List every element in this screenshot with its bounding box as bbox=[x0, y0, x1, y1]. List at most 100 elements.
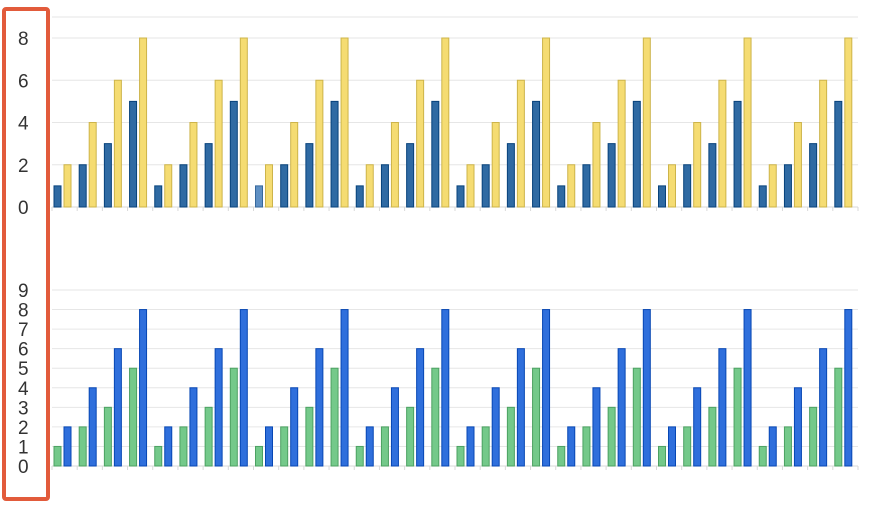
bar-series-2-14[interactable] bbox=[390, 122, 399, 208]
bar-series-2-20[interactable] bbox=[542, 309, 551, 467]
bar-series-1-12[interactable] bbox=[330, 367, 339, 467]
bar-series-2-28[interactable] bbox=[743, 37, 752, 208]
bar-series-2-25[interactable] bbox=[668, 164, 676, 208]
bar-series-1-26[interactable] bbox=[683, 164, 692, 208]
bar-series-1-5[interactable] bbox=[154, 445, 163, 467]
bar-series-2-27[interactable] bbox=[718, 348, 727, 467]
bar-series-1-21[interactable] bbox=[557, 445, 566, 467]
bar-series-2-8[interactable] bbox=[239, 309, 248, 467]
bar-series-1-15[interactable] bbox=[406, 143, 415, 208]
bar-series-1-11[interactable] bbox=[305, 406, 314, 467]
bar-series-2-10[interactable] bbox=[290, 122, 299, 208]
bar-series-2-22[interactable] bbox=[592, 387, 601, 467]
bar-series-2-26[interactable] bbox=[693, 122, 702, 208]
bar-series-1-13[interactable] bbox=[355, 185, 364, 208]
bar-series-1-8[interactable] bbox=[229, 100, 238, 208]
bar-series-2-6[interactable] bbox=[189, 122, 198, 208]
bar-series-2-12[interactable] bbox=[340, 37, 349, 208]
bar-series-1-18[interactable] bbox=[481, 426, 490, 467]
bar-series-2-13[interactable] bbox=[365, 164, 374, 208]
bar-series-2-26[interactable] bbox=[693, 387, 702, 467]
bar-series-2-15[interactable] bbox=[416, 348, 425, 467]
bar-series-2-25[interactable] bbox=[668, 426, 676, 467]
bar-series-1-20[interactable] bbox=[532, 367, 541, 467]
bar-series-2-14[interactable] bbox=[390, 387, 399, 467]
bar-series-1-24[interactable] bbox=[632, 367, 641, 467]
bar-series-1-25[interactable] bbox=[658, 185, 666, 208]
bar-series-2-27[interactable] bbox=[718, 79, 727, 208]
bar-series-2-29[interactable] bbox=[768, 164, 777, 208]
bar-series-1-17[interactable] bbox=[456, 445, 465, 467]
bar-series-1-13[interactable] bbox=[355, 445, 364, 467]
bar-series-1-6[interactable] bbox=[179, 426, 188, 467]
bar-series-2-18[interactable] bbox=[491, 122, 500, 208]
bar-series-1-10[interactable] bbox=[280, 426, 289, 467]
bar-series-1-22[interactable] bbox=[582, 164, 591, 208]
bar-series-1-28[interactable] bbox=[733, 367, 742, 467]
bar-series-1-23[interactable] bbox=[607, 406, 616, 467]
bar-series-2-23[interactable] bbox=[617, 79, 626, 208]
bar-series-2-17[interactable] bbox=[466, 426, 475, 467]
bar-series-1-14[interactable] bbox=[380, 426, 389, 467]
bar-series-2-31[interactable] bbox=[819, 348, 828, 467]
bar-series-1-15[interactable] bbox=[406, 406, 415, 467]
bar-series-2-15[interactable] bbox=[416, 79, 425, 208]
bar-series-1-20[interactable] bbox=[532, 100, 541, 208]
bar-series-2-21[interactable] bbox=[567, 426, 576, 467]
bar-series-2-11[interactable] bbox=[315, 348, 324, 467]
bar-series-2-8[interactable] bbox=[239, 37, 248, 208]
bar-series-2-4[interactable] bbox=[139, 309, 148, 467]
bar-series-2-21[interactable] bbox=[567, 164, 576, 208]
bar-series-2-29[interactable] bbox=[768, 426, 777, 467]
bar-series-2-23[interactable] bbox=[617, 348, 626, 467]
bar-series-1-11[interactable] bbox=[305, 143, 314, 208]
bar-series-2-18[interactable] bbox=[491, 387, 500, 467]
bar-series-1-25[interactable] bbox=[658, 445, 666, 467]
bar-series-1-4[interactable] bbox=[129, 100, 138, 208]
bar-series-2-31[interactable] bbox=[819, 79, 828, 208]
bar-series-2-1[interactable] bbox=[63, 164, 72, 208]
bar-series-1-31[interactable] bbox=[809, 406, 818, 467]
bar-series-1-26[interactable] bbox=[683, 426, 692, 467]
bar-series-2-10[interactable] bbox=[290, 387, 299, 467]
bar-series-2-20[interactable] bbox=[542, 37, 551, 208]
bar-series-1-16[interactable] bbox=[431, 100, 440, 208]
bar-series-2-16[interactable] bbox=[441, 309, 450, 467]
bar-series-1-18[interactable] bbox=[481, 164, 490, 208]
bar-series-1-31[interactable] bbox=[809, 143, 818, 208]
bar-series-2-30[interactable] bbox=[793, 387, 802, 467]
bar-series-1-14[interactable] bbox=[380, 164, 389, 208]
bar-series-1-21[interactable] bbox=[557, 185, 566, 208]
bar-series-1-9[interactable] bbox=[255, 445, 263, 467]
bar-series-1-30[interactable] bbox=[783, 164, 792, 208]
bar-series-1-3[interactable] bbox=[103, 406, 112, 467]
bar-series-1-24[interactable] bbox=[632, 100, 641, 208]
bar-series-2-24[interactable] bbox=[642, 37, 651, 208]
bar-series-1-29[interactable] bbox=[758, 185, 767, 208]
bar-series-1-8[interactable] bbox=[229, 367, 238, 467]
bar-series-2-19[interactable] bbox=[516, 348, 525, 467]
bar-series-2-11[interactable] bbox=[315, 79, 324, 208]
bar-series-2-30[interactable] bbox=[793, 122, 802, 208]
bar-series-1-27[interactable] bbox=[708, 406, 717, 467]
bar-series-1-12[interactable] bbox=[330, 100, 339, 208]
bar-series-2-2[interactable] bbox=[88, 387, 97, 467]
bar-series-1-9[interactable] bbox=[255, 185, 263, 208]
bar-series-1-23[interactable] bbox=[607, 143, 616, 208]
bar-series-1-1[interactable] bbox=[53, 185, 62, 208]
bar-series-2-7[interactable] bbox=[214, 348, 223, 467]
bar-series-2-24[interactable] bbox=[642, 309, 651, 467]
bar-series-2-28[interactable] bbox=[743, 309, 752, 467]
bar-series-1-3[interactable] bbox=[103, 143, 112, 208]
bar-series-1-28[interactable] bbox=[733, 100, 742, 208]
y-axis-selection-highlight[interactable] bbox=[2, 7, 50, 501]
bar-series-1-7[interactable] bbox=[204, 406, 213, 467]
bar-series-1-10[interactable] bbox=[280, 164, 289, 208]
bar-series-1-19[interactable] bbox=[506, 143, 515, 208]
bar-series-1-5[interactable] bbox=[154, 185, 163, 208]
bar-series-1-7[interactable] bbox=[204, 143, 213, 208]
bar-series-1-17[interactable] bbox=[456, 185, 465, 208]
bar-series-2-1[interactable] bbox=[63, 426, 72, 467]
bar-series-2-3[interactable] bbox=[113, 79, 122, 208]
bar-series-2-13[interactable] bbox=[365, 426, 374, 467]
